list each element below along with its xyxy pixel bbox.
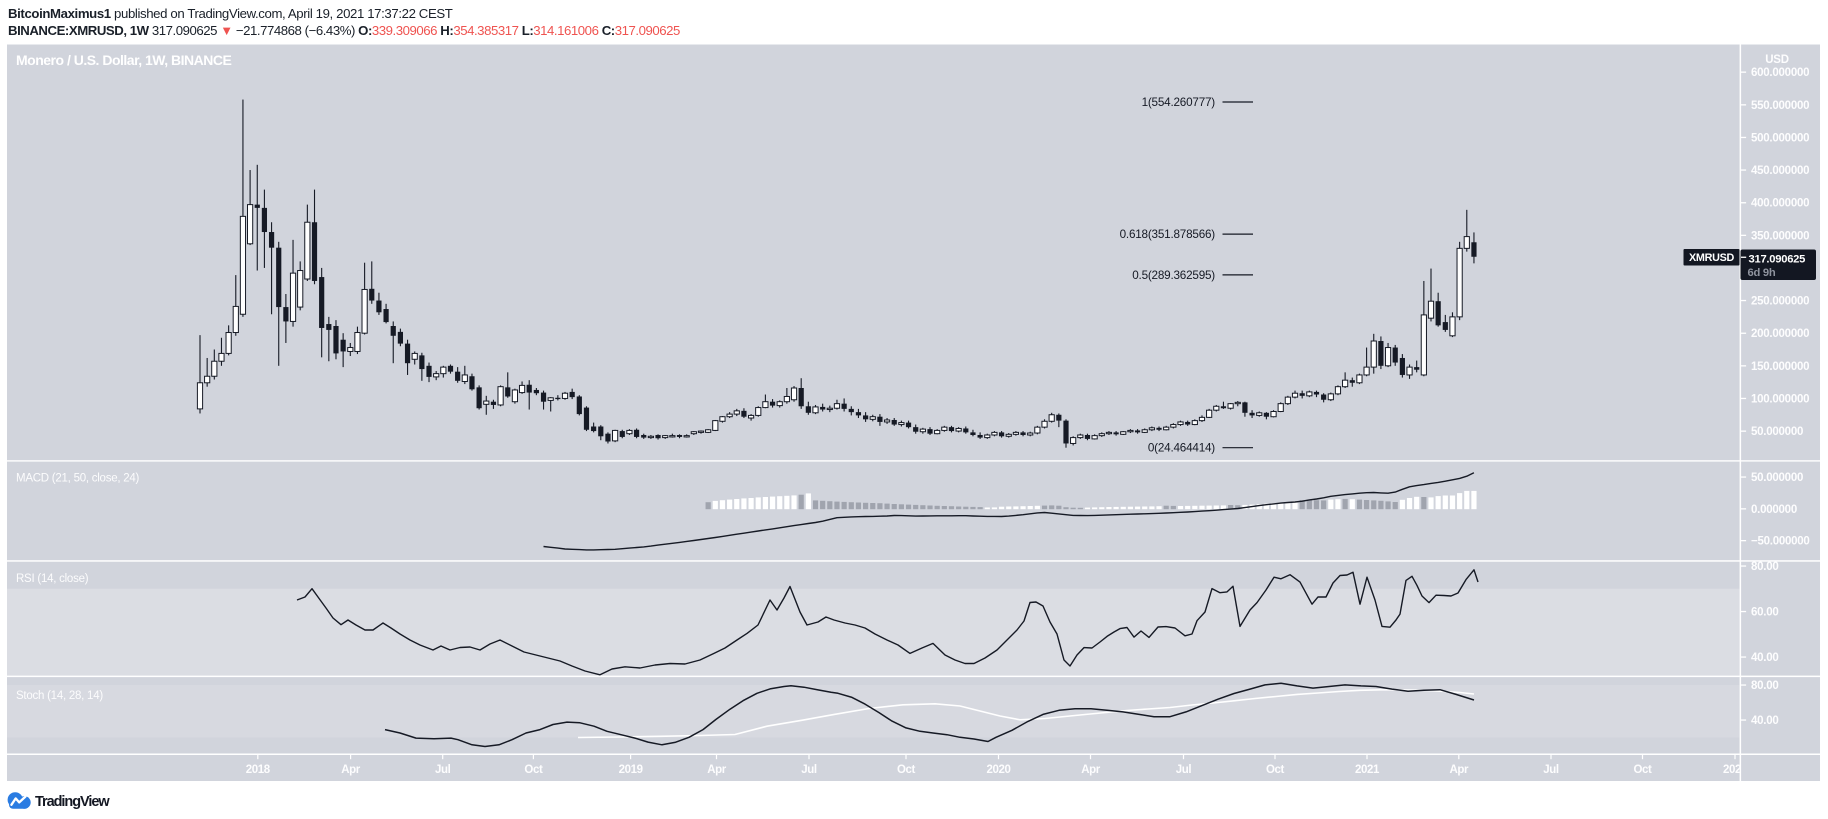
svg-text:2019: 2019 <box>619 764 643 776</box>
svg-text:2022: 2022 <box>1723 764 1747 776</box>
svg-text:Oct: Oct <box>1634 764 1653 776</box>
svg-text:Oct: Oct <box>897 764 916 776</box>
svg-text:2020: 2020 <box>987 764 1011 776</box>
svg-text:2021: 2021 <box>1355 764 1380 776</box>
svg-text:Apr: Apr <box>341 764 361 776</box>
svg-text:0.5(289.362595): 0.5(289.362595) <box>1132 269 1215 282</box>
svg-text:450.000000: 450.000000 <box>1751 165 1809 177</box>
svg-text:Jul: Jul <box>1543 764 1559 776</box>
svg-text:50.000000: 50.000000 <box>1751 426 1803 438</box>
svg-text:40.00: 40.00 <box>1751 715 1779 727</box>
svg-text:1(554.260777): 1(554.260777) <box>1142 96 1216 109</box>
svg-text:RSI (14, close): RSI (14, close) <box>16 573 89 585</box>
svg-text:Monero / U.S. Dollar, 1W, BINA: Monero / U.S. Dollar, 1W, BINANCE <box>16 52 231 68</box>
svg-text:400.000000: 400.000000 <box>1751 198 1809 210</box>
svg-text:Jul: Jul <box>1176 764 1192 776</box>
svg-text:500.000000: 500.000000 <box>1751 132 1809 144</box>
svg-text:Oct: Oct <box>1266 764 1285 776</box>
svg-text:Apr: Apr <box>707 764 727 776</box>
svg-text:6d 9h: 6d 9h <box>1748 267 1776 279</box>
svg-text:MACD (21, 50, close, 24): MACD (21, 50, close, 24) <box>16 473 140 485</box>
svg-text:XMRUSD: XMRUSD <box>1689 252 1734 264</box>
svg-text:0.618(351.878566): 0.618(351.878566) <box>1120 228 1216 241</box>
svg-text:60.00: 60.00 <box>1751 607 1779 619</box>
svg-text:2018: 2018 <box>246 764 271 776</box>
svg-text:600.000000: 600.000000 <box>1751 67 1809 79</box>
svg-text:100.000000: 100.000000 <box>1751 393 1809 405</box>
svg-text:350.000000: 350.000000 <box>1751 230 1809 242</box>
svg-text:USD: USD <box>1765 54 1789 66</box>
svg-text:150.000000: 150.000000 <box>1751 361 1809 373</box>
svg-text:Jul: Jul <box>435 764 451 776</box>
svg-text:Jul: Jul <box>801 764 817 776</box>
svg-text:550.000000: 550.000000 <box>1751 100 1809 112</box>
svg-text:−50.000000: −50.000000 <box>1751 536 1810 548</box>
svg-text:80.00: 80.00 <box>1751 680 1779 692</box>
svg-text:Stoch (14, 28, 14): Stoch (14, 28, 14) <box>16 690 103 702</box>
svg-text:80.00: 80.00 <box>1751 561 1779 573</box>
svg-text:Apr: Apr <box>1081 764 1101 776</box>
svg-text:Oct: Oct <box>524 764 543 776</box>
svg-text:200.000000: 200.000000 <box>1751 328 1809 340</box>
svg-text:0(24.464414): 0(24.464414) <box>1148 442 1215 455</box>
svg-text:0.000000: 0.000000 <box>1751 504 1797 516</box>
svg-text:Apr: Apr <box>1449 764 1469 776</box>
svg-text:40.00: 40.00 <box>1751 652 1779 664</box>
svg-text:317.090625: 317.090625 <box>1749 253 1806 265</box>
svg-text:50.000000: 50.000000 <box>1751 472 1803 484</box>
svg-text:250.000000: 250.000000 <box>1751 296 1809 308</box>
